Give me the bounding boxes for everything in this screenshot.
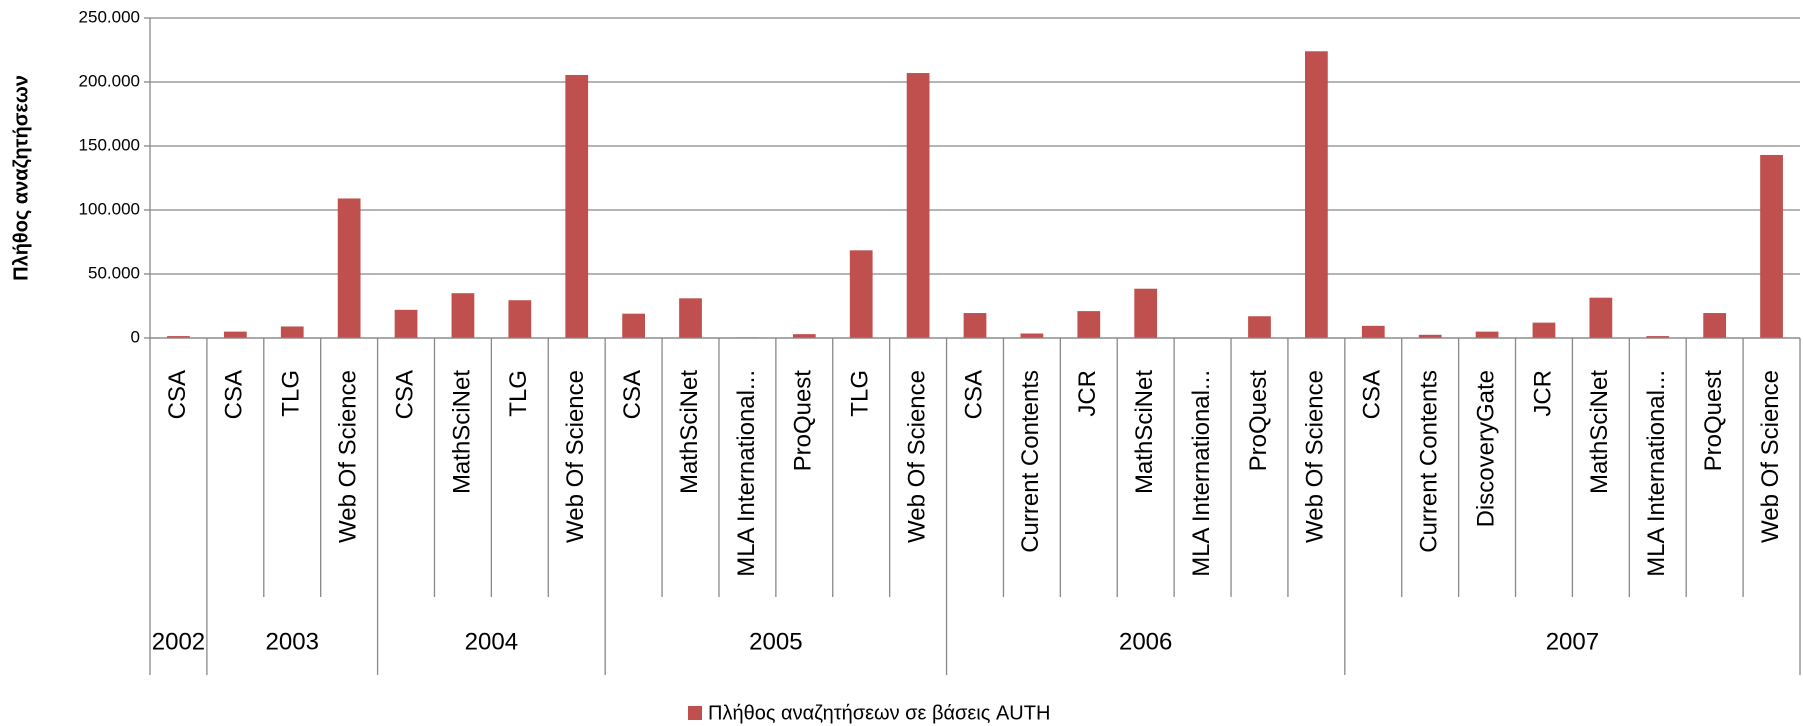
x-tick-label: CSA — [960, 370, 987, 419]
x-tick-label: MLA International... — [1188, 370, 1215, 577]
x-tick-label: DiscoveryGate — [1472, 370, 1499, 527]
bar — [565, 74, 589, 339]
bar — [1703, 313, 1727, 338]
bar — [1418, 334, 1442, 338]
y-tick-label: 50.000 — [88, 263, 140, 282]
bar — [622, 313, 645, 338]
x-tick-label: MLA International... — [733, 370, 760, 577]
group-label: 2005 — [749, 628, 802, 655]
bar — [394, 309, 418, 338]
x-tick-label: CSA — [164, 370, 191, 419]
x-tick-label: CSA — [619, 370, 646, 419]
bar — [1305, 51, 1328, 338]
y-tick-label: 0 — [131, 327, 140, 346]
bar — [223, 331, 247, 338]
bar — [679, 298, 702, 338]
bar — [1020, 333, 1044, 338]
y-tick-label: 100.000 — [79, 199, 140, 218]
bar — [792, 334, 816, 338]
x-tick-label: JCR — [1529, 370, 1556, 417]
x-tick-label: MathSciNet — [1586, 370, 1613, 494]
x-tick-label: CSA — [391, 370, 418, 419]
x-tick-label: ProQuest — [1700, 370, 1727, 472]
bar — [1475, 331, 1499, 338]
bar — [906, 73, 930, 338]
y-tick-label: 250.000 — [79, 7, 140, 26]
group-label: 2002 — [152, 628, 205, 655]
group-label: 2004 — [465, 628, 518, 655]
x-tick-label: CSA — [1359, 370, 1386, 419]
x-tick-label: TLG — [505, 370, 532, 417]
x-tick-label: Web Of Science — [1757, 370, 1784, 543]
x-tick-label: TLG — [278, 370, 305, 417]
x-tick-label: ProQuest — [1245, 370, 1272, 472]
x-tick-label: Web Of Science — [1302, 370, 1329, 543]
legend-label: Πλήθος αναζητήσεων σε βάσεις AUTH — [708, 702, 1050, 724]
x-tick-label: MathSciNet — [1131, 370, 1158, 494]
x-tick-label: MathSciNet — [448, 370, 475, 494]
y-tick-label: 150.000 — [79, 135, 140, 154]
x-tick-label: CSA — [221, 370, 248, 419]
x-tick-label: MathSciNet — [676, 370, 703, 494]
y-axis-title: Πλήθος αναζητήσεων — [10, 75, 32, 281]
group-label: 2006 — [1119, 628, 1172, 655]
x-tick-label: JCR — [1074, 370, 1101, 417]
bar — [1532, 322, 1556, 338]
bar — [337, 198, 361, 338]
x-tick-label: Current Contents — [1017, 370, 1044, 553]
group-label: 2007 — [1546, 628, 1599, 655]
x-tick-label: MLA International... — [1643, 370, 1670, 577]
bar — [1589, 297, 1613, 338]
bar — [508, 300, 532, 338]
group-label: 2003 — [266, 628, 319, 655]
x-tick-label: Web Of Science — [334, 370, 361, 543]
legend-swatch — [688, 706, 702, 720]
bar — [1134, 288, 1158, 338]
bar — [1361, 325, 1385, 338]
bar — [280, 326, 304, 338]
bar — [963, 313, 987, 338]
x-tick-label: TLG — [847, 370, 874, 417]
bar — [1646, 336, 1670, 338]
bar — [451, 293, 475, 338]
x-tick-label: ProQuest — [790, 370, 817, 472]
x-tick-label: Current Contents — [1416, 370, 1443, 553]
x-tick-label: Web Of Science — [903, 370, 930, 543]
bar — [1077, 311, 1101, 338]
y-tick-label: 200.000 — [79, 71, 140, 90]
x-tick-label: Web Of Science — [562, 370, 589, 543]
bar — [1248, 316, 1271, 338]
bar — [849, 250, 873, 338]
bar — [167, 336, 190, 338]
bar — [1760, 154, 1783, 338]
